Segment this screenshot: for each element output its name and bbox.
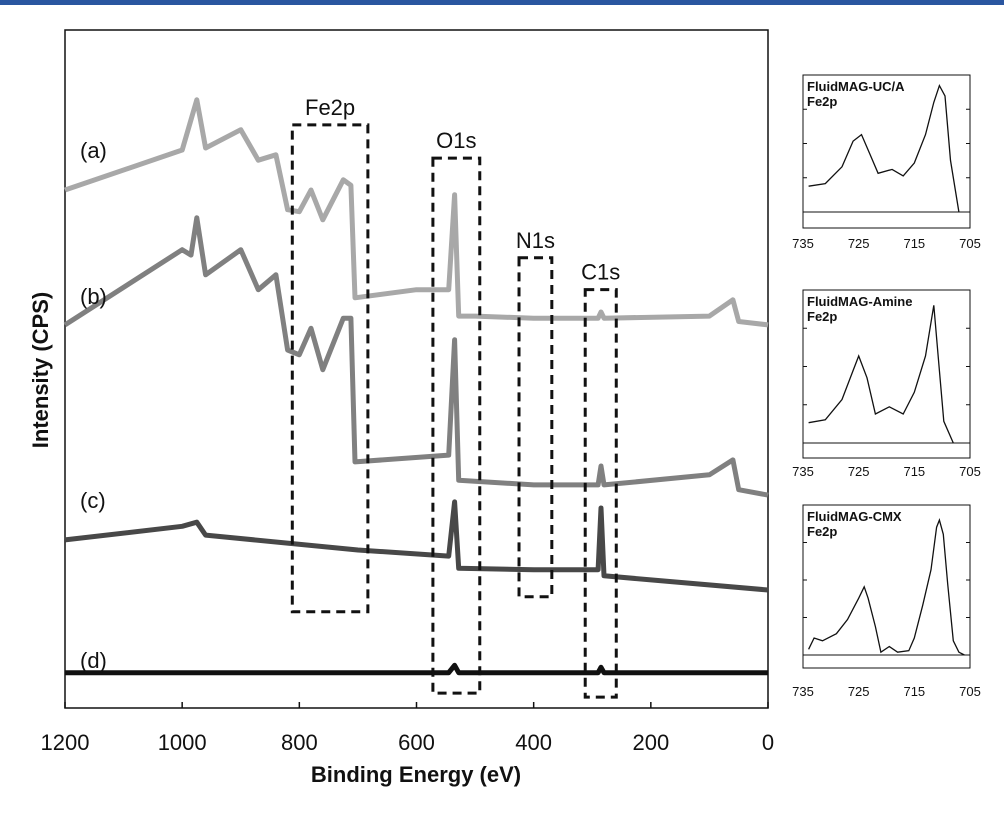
inset-spectrum-line (808, 518, 965, 656)
x-axis-label: Binding Energy (eV) (311, 762, 521, 787)
region-label-fe2p: Fe2p (305, 95, 355, 120)
x-tick-label: 800 (281, 730, 318, 755)
inset-x-tick-label: 725 (848, 684, 870, 699)
top-bar (0, 0, 1004, 5)
inset-x-tick-label: 725 (848, 236, 870, 251)
plot-frame (64, 29, 769, 709)
inset-x-tick-label: 715 (903, 236, 925, 251)
inset-title: FluidMAG-UC/A (807, 79, 905, 94)
inset-title: FluidMAG-CMX (807, 509, 902, 524)
x-tick-label: 0 (762, 730, 774, 755)
spectrum-line-a (64, 97, 769, 328)
region-label-o1s: O1s (436, 128, 476, 153)
inset-x-tick-label: 715 (903, 464, 925, 479)
inset-subtitle: Fe2p (807, 524, 837, 539)
x-tick-label: 1000 (158, 730, 207, 755)
inset-x-tick-label: 735 (792, 684, 814, 699)
inset-frame (802, 74, 971, 229)
inset-spectrum-line (808, 83, 960, 213)
inset-spectrum-line (808, 305, 954, 444)
region-label-c1s: C1s (581, 260, 620, 285)
inset-x-tick-label: 725 (848, 464, 870, 479)
series-label-c: (c) (80, 488, 106, 513)
inset-title: FluidMAG-Amine (807, 294, 912, 309)
inset-subtitle: Fe2p (807, 309, 837, 324)
x-tick-label: 1200 (41, 730, 90, 755)
series-label-a: (a) (80, 138, 107, 163)
spectrum-line-b (63, 215, 769, 498)
region-box-c1s (583, 288, 618, 699)
region-box-o1s (431, 156, 482, 695)
x-tick-label: 400 (515, 730, 552, 755)
spectrum-line-c (64, 499, 769, 593)
x-tick-label: 200 (632, 730, 669, 755)
inset-x-tick-label: 705 (959, 464, 981, 479)
region-label-n1s: N1s (516, 228, 555, 253)
inset-x-tick-label: 715 (903, 684, 925, 699)
inset-x-tick-label: 705 (959, 236, 981, 251)
inset-x-tick-label: 705 (959, 684, 981, 699)
spectrum-line-d (65, 662, 768, 676)
y-axis-label: Intensity (CPS) (28, 292, 53, 448)
main-plot: 1200 1000 800 600 400 200 0 (a) (b) (c) (d) Fe2p O1s… (41, 29, 774, 755)
series-label-b: (b) (80, 284, 107, 309)
region-box-n1s (517, 256, 554, 599)
inset-x-tick-label: 735 (792, 464, 814, 479)
inset-x-tick-label: 735 (792, 236, 814, 251)
x-tick-label: 600 (398, 730, 435, 755)
inset-subtitle: Fe2p (807, 94, 837, 109)
inset-frame (802, 289, 971, 459)
region-box-fe2p (290, 123, 370, 614)
series-label-d: (d) (80, 648, 107, 673)
